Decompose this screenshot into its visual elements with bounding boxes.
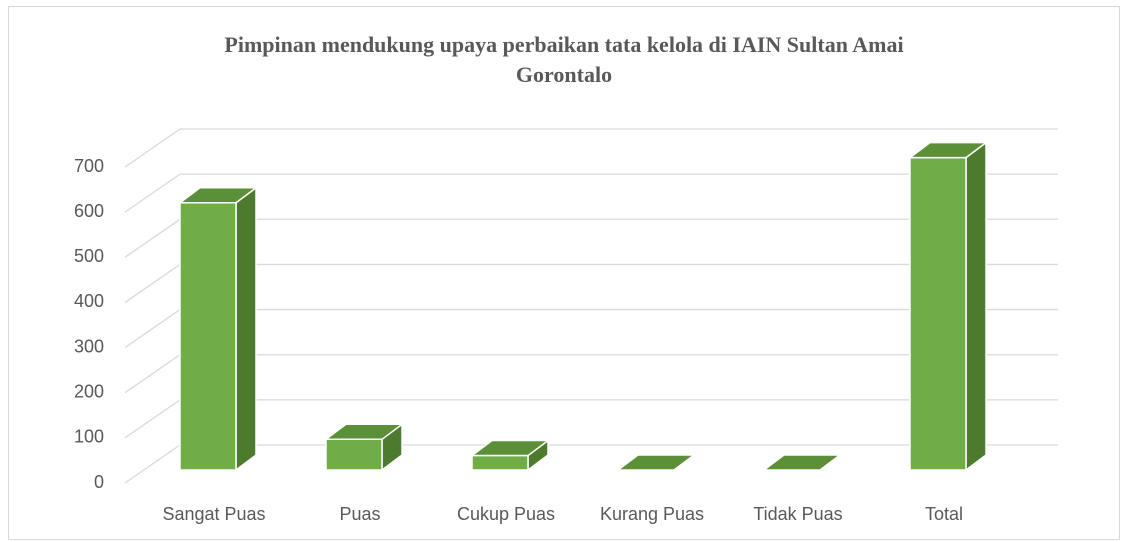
bar-side (235, 186, 257, 472)
grid-line-side (124, 399, 181, 439)
bar-top (177, 187, 259, 204)
grid-line-side (124, 354, 181, 394)
grid-line-side (124, 128, 181, 168)
grid-line-side (124, 218, 181, 258)
grid-line-side (124, 309, 181, 349)
bar-top (323, 423, 405, 441)
bar-front (325, 438, 383, 471)
y-tick-label: 100 (74, 427, 104, 447)
bar (177, 186, 259, 472)
y-tick-label: 200 (74, 381, 104, 401)
bar (323, 422, 405, 472)
x-tick-label: Cukup Puas (457, 504, 555, 524)
x-tick-label: Puas (339, 504, 380, 524)
y-tick-label: 0 (94, 472, 104, 492)
y-tick-label: 400 (74, 291, 104, 311)
x-tick-label: Sangat Puas (162, 504, 265, 524)
chart-title: Pimpinan mendukung upaya perbaikan tata … (224, 32, 904, 87)
chart-frame (8, 6, 1120, 540)
bar-front (471, 454, 529, 471)
grid-line-side (124, 263, 181, 303)
bar-side (965, 141, 987, 472)
bar-top (469, 439, 551, 457)
bar (761, 454, 843, 471)
bar (469, 439, 551, 472)
grid-line-side (124, 444, 181, 484)
bar (907, 141, 989, 472)
y-tick-label: 300 (74, 336, 104, 356)
x-tick-label: Total (925, 504, 963, 524)
grid-line-side (124, 173, 181, 213)
y-tick-label: 500 (74, 246, 104, 266)
bar-top (761, 454, 843, 471)
bar (615, 454, 697, 471)
bar-top (907, 141, 989, 159)
y-tick-label: 700 (74, 156, 104, 176)
bar-top (615, 454, 697, 471)
y-tick-label: 600 (74, 201, 104, 221)
bar-front (179, 202, 237, 471)
x-tick-label: Tidak Puas (753, 504, 842, 524)
x-tick-label: Kurang Puas (600, 504, 704, 524)
bar-front (909, 156, 967, 471)
